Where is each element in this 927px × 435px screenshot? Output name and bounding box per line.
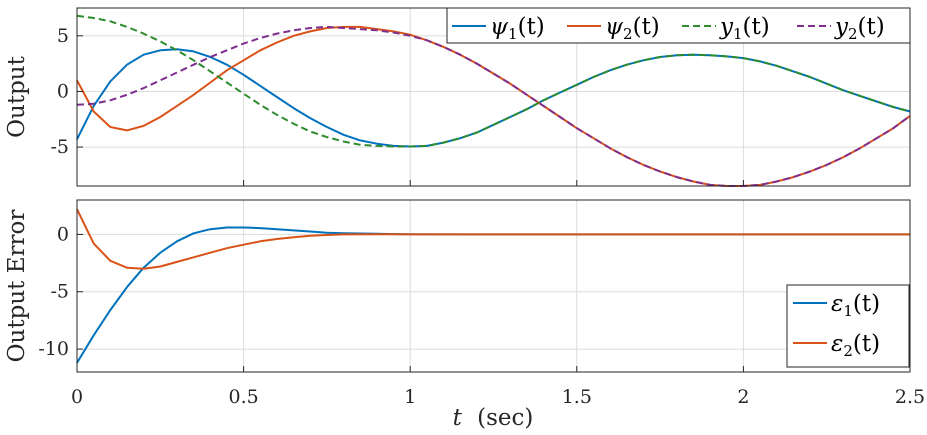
x-axis-label-variable: t: [453, 405, 463, 431]
panel-output-error: 0 -5 -10 0 0.5 1 1.5 2 2.5 Output Error t (sec)…: [4, 180, 925, 431]
y-tick-label: 0: [57, 223, 69, 245]
x-tick-label: 1.5: [562, 386, 592, 408]
legend-label-symbol: y: [834, 14, 849, 40]
x-tick-label: 0.5: [228, 386, 258, 408]
error-plot-frame: [77, 200, 910, 372]
legend-label-symbol: ε: [831, 291, 843, 317]
legend-label-argument: (t): [743, 14, 770, 40]
series-line-output-2: [77, 27, 910, 186]
series-line-output-1: [77, 49, 910, 146]
x-tick-label: 2: [737, 386, 749, 408]
x-tick-label: 0: [71, 386, 83, 408]
legend-label-argument: (t): [858, 14, 885, 40]
error-y-label: Output Error: [4, 210, 30, 363]
series-line-error-2: [77, 209, 910, 269]
legend-label-symbol: ψ: [490, 14, 509, 40]
legend-label: ε2(t): [831, 331, 880, 360]
panel-output: 50-5 Output ψ1(t) ψ2(t) y1(t) y2(t): [4, 8, 910, 186]
y-tick-label: 5: [57, 25, 69, 47]
legend-label-argument: (t): [633, 14, 660, 40]
y-tick-label: -5: [50, 281, 69, 303]
legend-label-argument: (t): [853, 291, 880, 317]
series-line-output-4: [77, 27, 910, 186]
legend-label-symbol: ε: [831, 331, 843, 357]
legend-label: y2(t): [834, 14, 885, 43]
error-y-ticks: 0 -5 -10: [38, 223, 83, 360]
legend-label-argument: (t): [853, 331, 880, 357]
output-legend: ψ1(t) ψ2(t) y1(t) y2(t): [447, 8, 910, 43]
legend-label-subscript: 1: [843, 302, 853, 320]
legend-label-subscript: 2: [623, 25, 633, 43]
legend-label-symbol: ψ: [605, 14, 624, 40]
legend-label-argument: (t): [518, 14, 545, 40]
error-series: [77, 209, 910, 363]
legend-label-subscript: 2: [848, 25, 858, 43]
y-tick-label: -10: [38, 338, 69, 360]
x-axis-label: t (sec): [453, 405, 534, 431]
x-tick-label: 1: [404, 386, 416, 408]
x-axis-label-unit: (sec): [477, 405, 533, 431]
legend-label: ψ1(t): [490, 14, 545, 43]
legend-label: ε1(t): [831, 291, 880, 320]
legend-label-subscript: 1: [733, 25, 743, 43]
series-line-error-1: [77, 228, 910, 363]
legend-label-subscript: 1: [508, 25, 518, 43]
error-legend: ε1(t)ε2(t): [787, 285, 909, 367]
output-y-label: Output: [4, 55, 30, 137]
y-tick-label: 0: [57, 80, 69, 102]
legend-label-symbol: y: [719, 14, 734, 40]
legend-label-subscript: 2: [843, 342, 853, 360]
x-tick-label: 2.5: [895, 386, 925, 408]
legend-label: ψ2(t): [605, 14, 660, 43]
y-tick-label: -5: [50, 136, 69, 158]
error-gridlines: [77, 200, 910, 372]
legend-label: y1(t): [719, 14, 770, 43]
